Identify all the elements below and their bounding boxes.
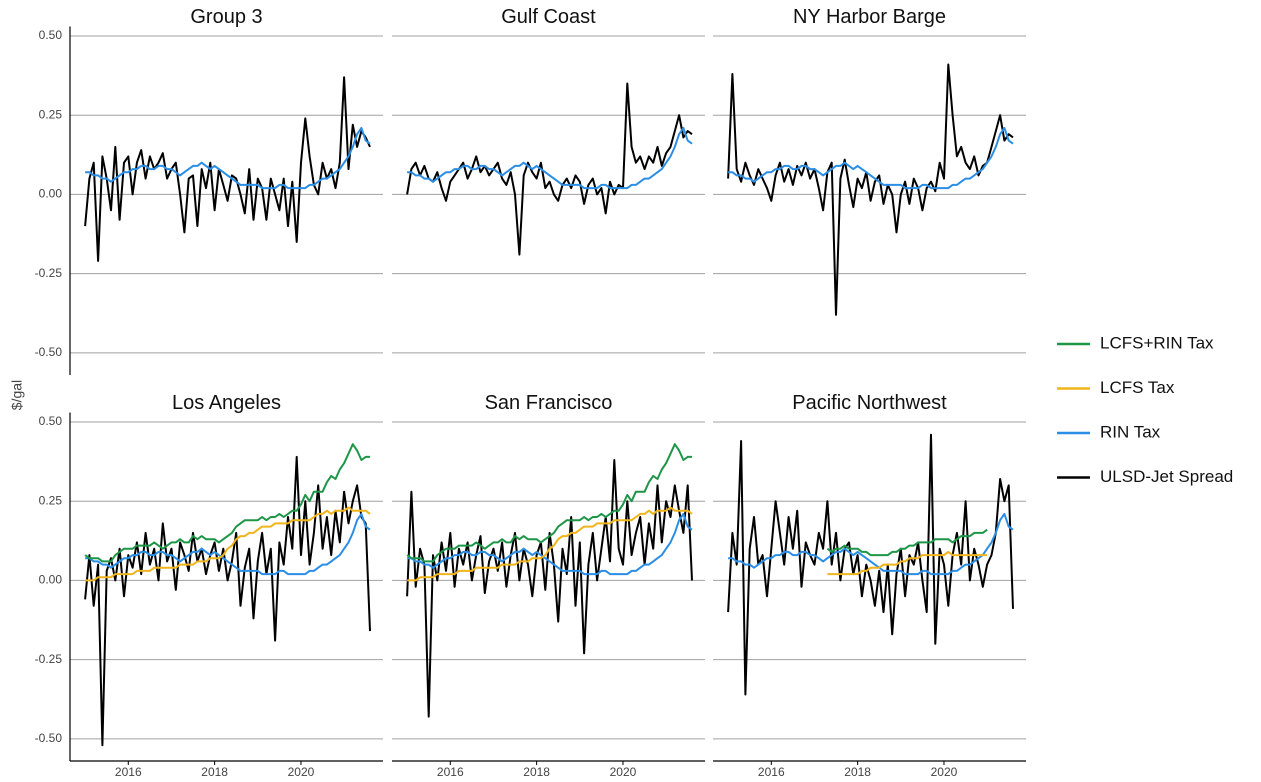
panel-title: Gulf Coast bbox=[501, 6, 596, 28]
series-line bbox=[728, 126, 1014, 190]
panel-title: San Francisco bbox=[485, 392, 613, 414]
series-line bbox=[727, 433, 1014, 696]
series-line bbox=[84, 443, 370, 563]
y-tick-label: -0.25 bbox=[35, 266, 63, 280]
x-tick-label: 2018 bbox=[201, 765, 228, 779]
legend-label: RIN Tax bbox=[1100, 422, 1161, 441]
x-tick-label: 2020 bbox=[931, 765, 958, 779]
panel-title: Group 3 bbox=[190, 6, 262, 28]
y-tick-label: 0.00 bbox=[39, 187, 63, 201]
x-tick-label: 2016 bbox=[758, 765, 785, 779]
legend-label: LCFS+RIN Tax bbox=[1100, 333, 1214, 352]
panel-title: Los Angeles bbox=[172, 392, 281, 414]
legend-label: LCFS Tax bbox=[1100, 378, 1175, 397]
legend-label: ULSD-Jet Spread bbox=[1100, 467, 1233, 486]
series-line bbox=[827, 550, 988, 576]
series-line bbox=[407, 506, 693, 582]
y-tick-label: 0.50 bbox=[39, 414, 63, 428]
y-axis-label: $/gal bbox=[9, 380, 25, 410]
panel-title: Pacific Northwest bbox=[792, 392, 947, 414]
series-line bbox=[84, 455, 371, 747]
x-tick-label: 2020 bbox=[610, 765, 637, 779]
series-line bbox=[85, 512, 371, 576]
series-line bbox=[406, 443, 692, 563]
x-tick-label: 2020 bbox=[288, 765, 315, 779]
y-tick-label: 0.25 bbox=[39, 493, 63, 507]
series-line bbox=[407, 512, 693, 576]
y-tick-label: 0.25 bbox=[39, 107, 63, 121]
series-line bbox=[85, 506, 371, 582]
panel-title: NY Harbor Barge bbox=[793, 6, 946, 28]
y-tick-label: -0.50 bbox=[35, 731, 63, 745]
series-line bbox=[826, 528, 988, 557]
series-line bbox=[84, 76, 371, 262]
y-tick-label: -0.25 bbox=[35, 652, 63, 666]
series-line bbox=[407, 126, 693, 190]
x-tick-label: 2016 bbox=[437, 765, 464, 779]
series-line bbox=[728, 512, 1014, 576]
x-tick-label: 2018 bbox=[844, 765, 871, 779]
series-line bbox=[406, 459, 693, 718]
series-line bbox=[85, 126, 371, 190]
x-tick-label: 2016 bbox=[115, 765, 142, 779]
y-tick-label: 0.00 bbox=[39, 573, 63, 587]
x-tick-label: 2018 bbox=[523, 765, 550, 779]
y-tick-label: -0.50 bbox=[35, 345, 63, 359]
series-line bbox=[727, 63, 1014, 316]
y-tick-label: 0.50 bbox=[39, 28, 63, 42]
series-line bbox=[406, 82, 693, 256]
